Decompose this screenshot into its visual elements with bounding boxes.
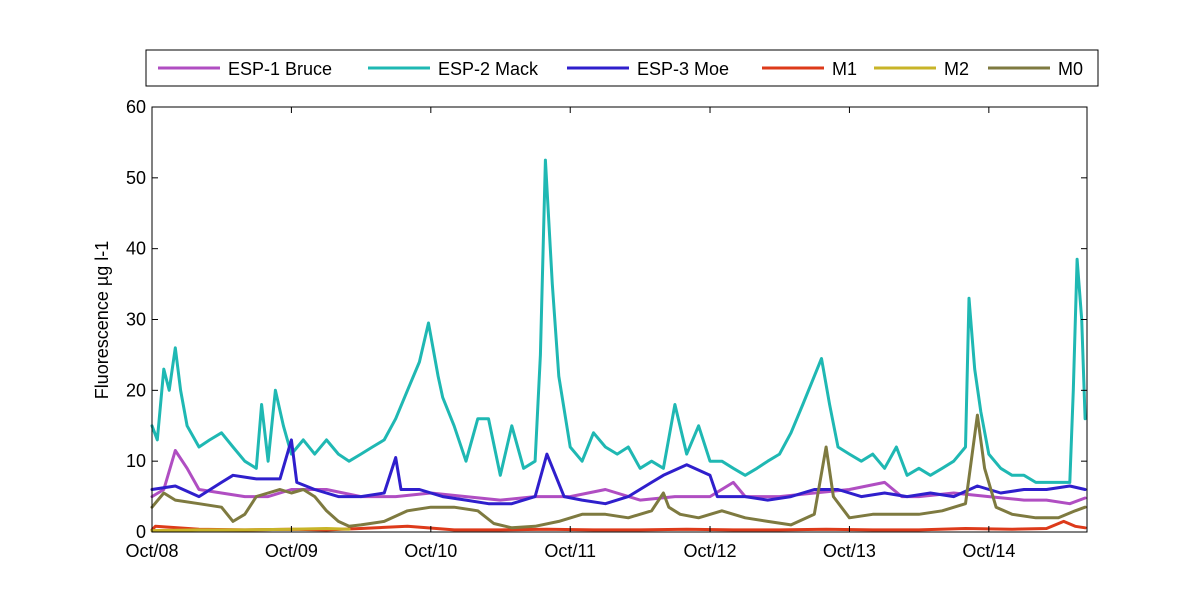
legend-label: ESP-1 Bruce [228,59,332,79]
x-tick-label: Oct/13 [823,541,876,561]
plot-background [152,107,1087,532]
series-line-m2 [150,527,351,533]
axes: 0 10 20 30 40 50 60 Oct/08 Oct/09 Oct/10 Oct/11 Oct… [125,97,1088,561]
y-tick-label: 10 [126,451,146,471]
series-line-esp-3-moe [150,438,1087,506]
x-tick-label: Oct/14 [962,541,1015,561]
x-tick-label: Oct/12 [684,541,737,561]
x-tick-label: Oct/10 [404,541,457,561]
legend-label: M1 [832,59,857,79]
legend-label: M2 [944,59,969,79]
x-tick-label: Oct/08 [125,541,178,561]
series-line-m0 [150,413,1087,530]
y-tick-label: 20 [126,380,146,400]
y-tick-label: 60 [126,97,146,117]
legend-label: ESP-2 Mack [438,59,539,79]
x-tick-label: Oct/09 [265,541,318,561]
y-axis-label: Fluorescence µg l-1 [92,241,112,399]
legend: ESP-1 Bruce ESP-2 Mack ESP-3 Moe M1 M2 M0 [145,49,1099,87]
y-tick-label: 40 [126,239,146,259]
plot-area [152,107,1087,532]
x-tick-label: Oct/11 [544,541,596,561]
legend-label: M0 [1058,59,1083,79]
series-line-esp-2-mack [150,158,1087,484]
y-tick-label: 0 [136,522,146,542]
legend-label: ESP-3 Moe [637,59,729,79]
y-tick-label: 30 [126,310,146,330]
y-tick-label: 50 [126,168,146,188]
series-line-esp-1-bruce [150,449,1087,506]
